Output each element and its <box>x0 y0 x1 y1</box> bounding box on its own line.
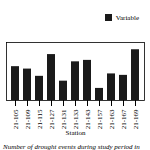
svg-text:21-163: 21-163 <box>108 109 116 129</box>
svg-text:21-133: 21-133 <box>72 109 80 129</box>
svg-text:Station: Station <box>66 128 86 136</box>
svg-text:21-131: 21-131 <box>60 109 68 129</box>
svg-text:21-127: 21-127 <box>48 109 56 129</box>
svg-text:21-167: 21-167 <box>120 109 128 129</box>
svg-text:21-109: 21-109 <box>24 109 32 129</box>
svg-text:21-143: 21-143 <box>84 109 92 129</box>
svg-text:21-169: 21-169 <box>132 109 140 129</box>
svg-text:21-115: 21-115 <box>36 109 44 129</box>
svg-text:21-157: 21-157 <box>96 109 104 129</box>
svg-text:21-105: 21-105 <box>12 109 20 129</box>
html-text:Variable: Variable <box>115 13 139 22</box>
